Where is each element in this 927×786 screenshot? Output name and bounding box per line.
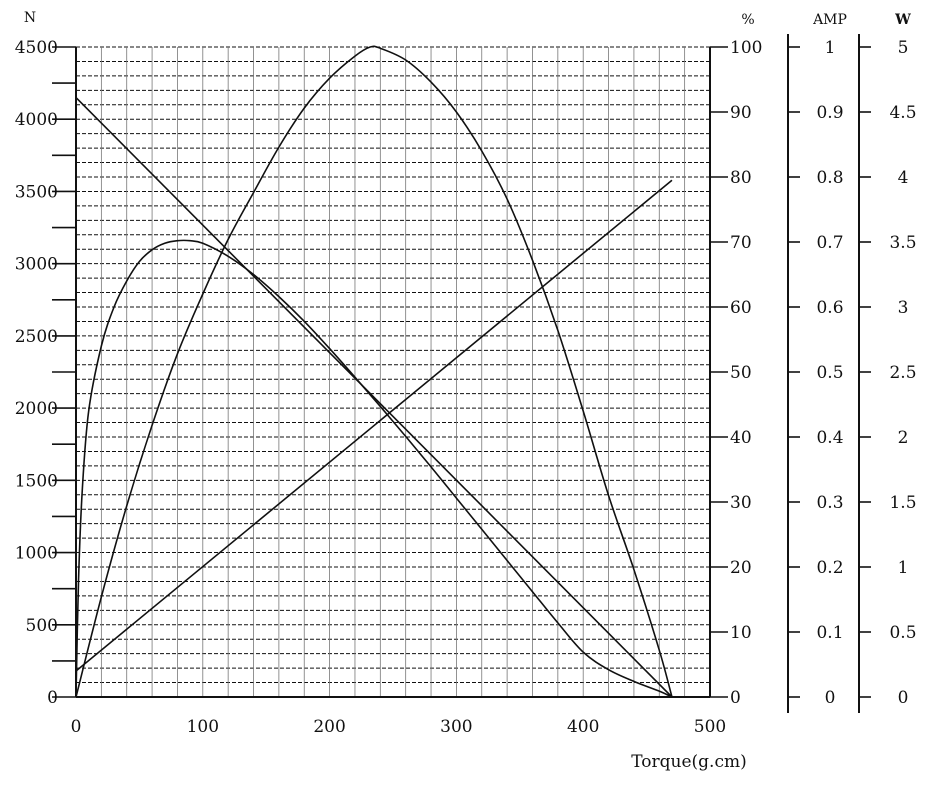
- efficiency-axis-tick-label: 100: [730, 38, 762, 58]
- efficiency-axis-tick-label: 10: [730, 623, 752, 643]
- speed-curve: [75, 96, 673, 698]
- left-axis-tick-label: 2000: [15, 399, 58, 419]
- left-axis-tick-label: 4000: [15, 110, 58, 130]
- current-axis-tick-label: 0.9: [816, 103, 843, 123]
- left-axis-tick-label: 3000: [15, 255, 58, 275]
- power-axis-tick-label: 2.5: [889, 363, 916, 383]
- axes: 0500100015002000250030003500400045000102…: [15, 34, 917, 737]
- efficiency-curve: [75, 239, 673, 698]
- power-axis-tick-label: 3: [898, 298, 909, 318]
- efficiency-axis-tick-label: 50: [730, 363, 752, 383]
- power-axis-tick-label: 4: [898, 168, 909, 188]
- power-axis-tick-label: 0: [898, 688, 909, 708]
- left-axis-unit: N: [24, 10, 36, 26]
- current-axis-tick-label: 1: [825, 38, 836, 58]
- power-axis-tick-label: 5: [898, 38, 909, 58]
- efficiency-axis-unit: %: [741, 12, 754, 28]
- left-axis-tick-label: 2500: [15, 327, 58, 347]
- left-axis-tick-label: 500: [26, 616, 58, 636]
- current-axis-tick-label: 0.1: [816, 623, 843, 643]
- current-axis-tick-label: 0.6: [816, 298, 843, 318]
- grid: [76, 46, 710, 698]
- power-axis-tick-label: 2: [898, 428, 909, 448]
- power-axis-tick-label: 4.5: [889, 103, 916, 123]
- current-curve: [75, 179, 673, 672]
- current-axis-tick-label: 0.5: [816, 363, 843, 383]
- left-axis-tick-label: 1000: [15, 544, 58, 564]
- efficiency-axis-tick-label: 40: [730, 428, 752, 448]
- series: [75, 45, 673, 698]
- current-axis-tick-label: 0: [825, 688, 836, 708]
- left-axis-tick-label: 1500: [15, 471, 58, 491]
- left-axis-tick-label: 0: [47, 688, 58, 708]
- efficiency-axis-tick-label: 90: [730, 103, 752, 123]
- left-axis-tick-label: 4500: [15, 38, 58, 58]
- current-axis-tick-label: 0.3: [816, 493, 843, 513]
- efficiency-axis-tick-label: 20: [730, 558, 752, 578]
- current-axis-tick-label: 0.2: [816, 558, 843, 578]
- efficiency-axis-tick-label: 0: [730, 688, 741, 708]
- x-axis-tick-label: 300: [440, 717, 472, 737]
- current-axis-tick-label: 0.8: [816, 168, 843, 188]
- current-axis-tick-label: 0.7: [816, 233, 843, 253]
- x-axis-tick-label: 200: [313, 717, 345, 737]
- left-axis-tick-label: 3500: [15, 182, 58, 202]
- x-axis-tick-label: 500: [694, 717, 726, 737]
- current-axis-tick-label: 0.4: [816, 428, 843, 448]
- power-axis-tick-label: 1.5: [889, 493, 916, 513]
- power-axis-tick-label: 3.5: [889, 233, 916, 253]
- power-axis-tick-label: 1: [898, 558, 909, 578]
- x-axis-tick-label: 0: [71, 717, 82, 737]
- power-curve: [75, 45, 673, 698]
- x-axis-tick-label: 400: [567, 717, 599, 737]
- power-axis-tick-label: 0.5: [889, 623, 916, 643]
- x-axis-title: Torque(g.cm): [631, 752, 746, 772]
- x-axis-tick-label: 100: [187, 717, 219, 737]
- efficiency-axis-tick-label: 80: [730, 168, 752, 188]
- efficiency-axis-tick-label: 60: [730, 298, 752, 318]
- efficiency-axis-tick-label: 30: [730, 493, 752, 513]
- efficiency-axis-tick-label: 70: [730, 233, 752, 253]
- current-axis-unit: AMP: [812, 12, 847, 28]
- power-axis-unit: W: [894, 12, 911, 28]
